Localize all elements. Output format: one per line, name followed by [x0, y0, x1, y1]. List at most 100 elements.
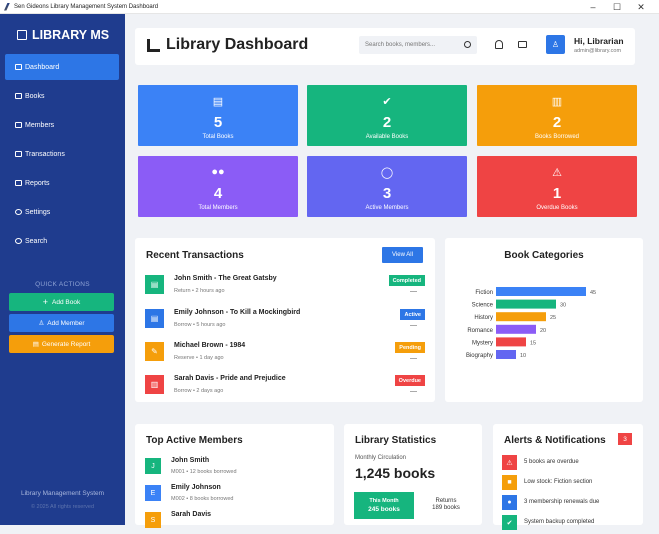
- top-members-card: Top Active Members J John Smith M001 • 1…: [135, 424, 334, 528]
- returns-value: 189 books: [432, 505, 460, 511]
- stat-value: 4: [213, 185, 223, 202]
- transaction-row[interactable]: ▥ Sarah Davis - Pride and Prejudice Borr…: [145, 371, 425, 401]
- category-bar[interactable]: [496, 312, 546, 322]
- this-month-box: This Month 245 books: [354, 492, 414, 519]
- sidebar-item-dashboard[interactable]: Dashboard: [5, 54, 119, 80]
- stat-card-available-books[interactable]: ✔ 2 Available Books: [307, 85, 467, 146]
- member-row[interactable]: J John Smith M001 • 12 books borrowed: [145, 456, 325, 480]
- stat-card-overdue-books[interactable]: ⚠ 1 Overdue Books: [477, 156, 637, 217]
- sidebar-item-members[interactable]: Members: [5, 112, 119, 138]
- stat-card-total-books[interactable]: ▤ 5 Total Books: [138, 85, 298, 146]
- sidebar-item-search[interactable]: Search: [5, 228, 119, 254]
- chat-icon[interactable]: [518, 41, 527, 48]
- view-all-button[interactable]: View All: [382, 247, 423, 263]
- status-badge: Completed: [388, 275, 425, 286]
- member-avatar: J: [145, 458, 161, 474]
- avatar[interactable]: ♙: [546, 35, 565, 54]
- category-bar[interactable]: [496, 287, 586, 296]
- borrow-icon: ▤: [145, 309, 164, 328]
- status-badge: Overdue: [394, 375, 425, 386]
- sidebar-nav: Dashboard Books Members Transactions Rep…: [5, 54, 119, 257]
- alert-item[interactable]: ✔ System backup completed: [502, 515, 622, 533]
- users-icon: [15, 122, 22, 128]
- stat-card-total-members[interactable]: ●● 4 Total Members: [138, 156, 298, 217]
- category-label: History: [474, 315, 493, 321]
- transaction-title: Sarah Davis - Pride and Prejudice: [174, 375, 286, 382]
- transaction-row[interactable]: ✎ Michael Brown - 1984 Reserve • 1 day a…: [145, 338, 425, 368]
- transaction-row[interactable]: ▤ John Smith - The Great Gatsby Return •…: [145, 271, 425, 301]
- stat-card-active-members[interactable]: ◯ 3 Active Members: [307, 156, 467, 217]
- transaction-row[interactable]: ▤ Emily Johnson - To Kill a Mockingbird …: [145, 305, 425, 335]
- search-input[interactable]: Search books, members...: [359, 36, 477, 54]
- stat-label: Total Members: [198, 205, 238, 211]
- check-icon: ✔: [502, 515, 517, 530]
- generate-report-button[interactable]: ▤ Generate Report: [9, 335, 114, 353]
- minimize-button[interactable]: –: [590, 2, 596, 12]
- brand: LIBRARY MS: [17, 28, 109, 42]
- search-placeholder: Search books, members...: [365, 42, 436, 48]
- category-label: Science: [472, 303, 494, 309]
- add-member-button[interactable]: ♙ Add Member: [9, 314, 114, 332]
- warning-icon: ⚠: [552, 167, 562, 179]
- alert-item[interactable]: ■ Low stock: Fiction section: [502, 475, 622, 493]
- sidebar-item-reports[interactable]: Reports: [5, 170, 119, 196]
- category-value: 10: [520, 353, 526, 359]
- search-icon: [15, 238, 22, 244]
- category-label: Fiction: [475, 290, 493, 296]
- sidebar-item-transactions[interactable]: Transactions: [5, 141, 119, 167]
- category-value: 15: [530, 340, 536, 346]
- box-icon: ■: [502, 475, 517, 490]
- sidebar-item-settings[interactable]: Settings: [5, 199, 119, 225]
- member-avatar: E: [145, 485, 161, 501]
- circulation-value: 1,245 books: [355, 465, 436, 481]
- search-icon[interactable]: [464, 41, 471, 48]
- stat-card-books-borrowed[interactable]: ▥ 2 Books Borrowed: [477, 85, 637, 146]
- alert-item[interactable]: ● 3 membership renewals due: [502, 495, 622, 513]
- gear-icon: [15, 209, 22, 215]
- category-bar[interactable]: [496, 324, 536, 334]
- category-bar[interactable]: [496, 350, 516, 359]
- stat-value: 2: [552, 114, 562, 131]
- member-meta: M002 • 8 books borrowed: [171, 496, 234, 502]
- stat-value: 1: [552, 185, 562, 202]
- alerts-count-badge: 3: [618, 433, 632, 445]
- library-statistics-card: Library Statistics Monthly Circulation 1…: [344, 424, 482, 525]
- book-categories-card: Book Categories Fiction 45 Science 30 Histor…: [445, 238, 643, 402]
- books-icon: ▤: [212, 96, 224, 108]
- stat-label: Total Books: [202, 134, 234, 140]
- transaction-title: John Smith - The Great Gatsby: [174, 275, 277, 282]
- members-icon: ●●: [211, 166, 225, 178]
- maximize-button[interactable]: ☐: [612, 1, 622, 12]
- alert-text: 3 membership renewals due: [524, 499, 600, 505]
- sidebar-item-label: Members: [25, 121, 55, 129]
- warning-icon: ⚠: [502, 455, 517, 470]
- sidebar-item-label: Search: [25, 237, 48, 245]
- category-bar[interactable]: [496, 299, 556, 309]
- this-month-value: 245 books: [368, 506, 400, 513]
- chart-icon: [147, 38, 160, 52]
- brand-title: LIBRARY MS: [32, 28, 110, 42]
- close-button[interactable]: ✕: [637, 1, 645, 12]
- member-row[interactable]: E Emily Johnson M002 • 8 books borrowed: [145, 483, 325, 507]
- user-icon: ●: [502, 495, 517, 510]
- add-book-button[interactable]: + Add Book: [9, 293, 114, 311]
- bell-icon[interactable]: [495, 40, 503, 49]
- quick-actions-title: QUICK ACTIONS: [35, 281, 90, 288]
- transaction-meta: Reserve • 1 day ago: [174, 355, 224, 361]
- member-row[interactable]: S Sarah Davis: [145, 510, 325, 534]
- page-title: Library Dashboard: [147, 36, 308, 54]
- status-badge: Pending: [395, 342, 425, 353]
- user-icon: ♙: [551, 40, 560, 49]
- sidebar-item-books[interactable]: Books: [5, 83, 119, 109]
- sidebar: LIBRARY MS Dashboard Books Members Trans…: [0, 14, 125, 525]
- sidebar-item-label: Transactions: [25, 150, 65, 158]
- stat-value: 2: [382, 114, 392, 131]
- category-bar[interactable]: [496, 337, 526, 347]
- category-label: Romance: [467, 328, 493, 334]
- returns-box: Returns 189 books: [418, 498, 474, 511]
- alert-text: System backup completed: [524, 519, 595, 525]
- transaction-meta: Borrow • 5 hours ago: [174, 322, 226, 328]
- window-titlebar: Sen Gideons Library Management System Da…: [0, 0, 659, 14]
- transaction-extra: —: [410, 322, 417, 329]
- alert-item[interactable]: ⚠ 5 books are overdue: [502, 455, 622, 473]
